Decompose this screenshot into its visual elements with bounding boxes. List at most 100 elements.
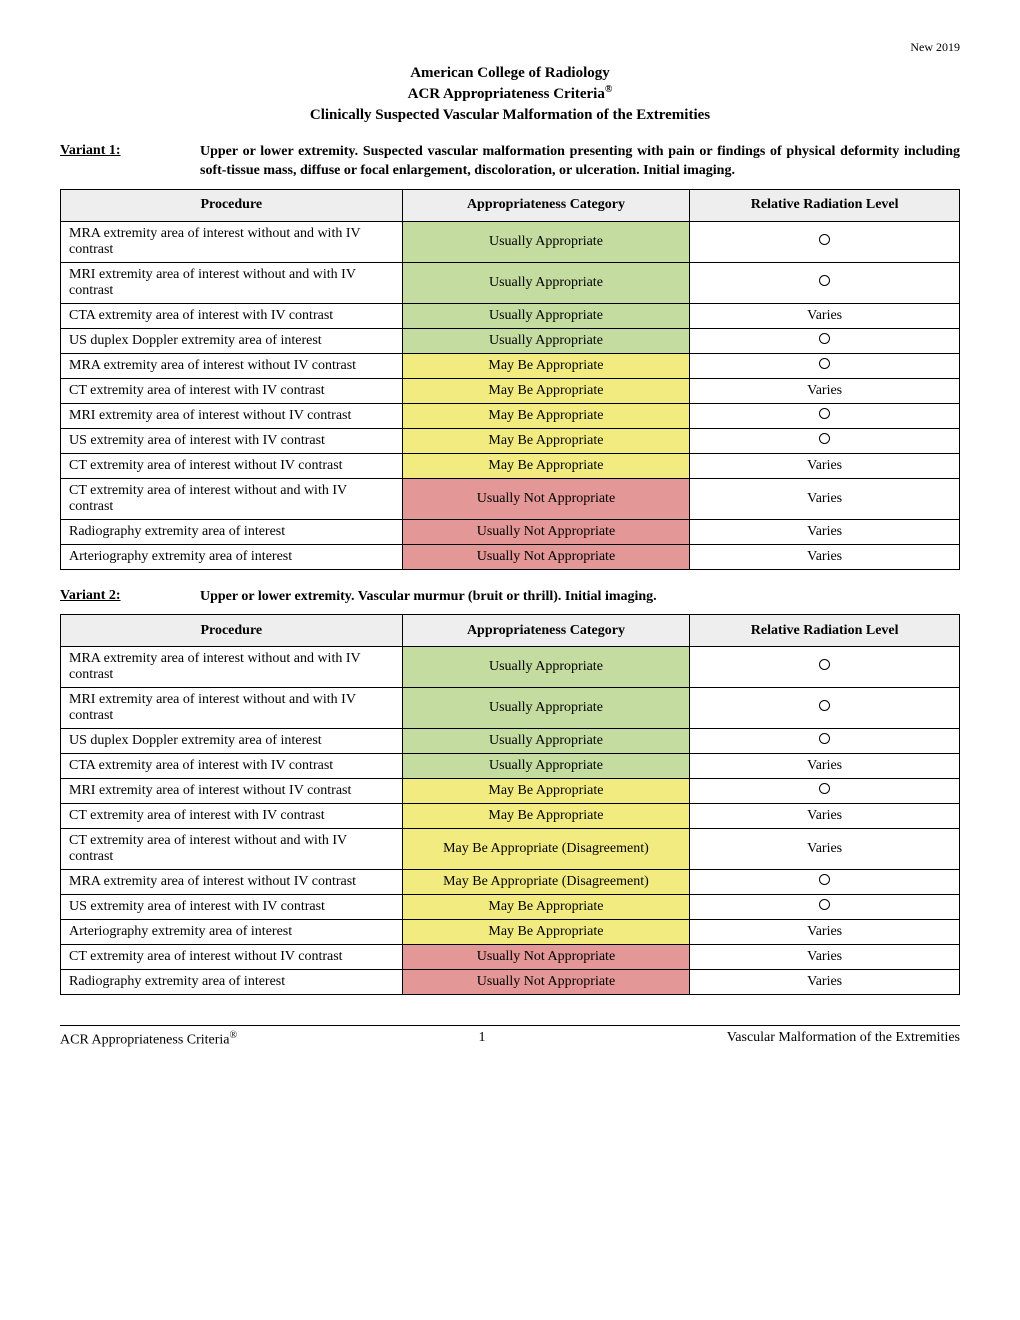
category-cell: May Be Appropriate xyxy=(402,895,690,920)
radiation-cell xyxy=(690,328,960,353)
radiation-cell xyxy=(690,262,960,303)
procedure-cell: CT extremity area of interest without an… xyxy=(61,829,403,870)
footer-right: Vascular Malformation of the Extremities xyxy=(727,1030,960,1049)
radiation-circle-icon xyxy=(819,433,830,444)
procedure-cell: Arteriography extremity area of interest xyxy=(61,544,403,569)
procedure-cell: US extremity area of interest with IV co… xyxy=(61,428,403,453)
category-cell: May Be Appropriate xyxy=(402,378,690,403)
procedure-cell: MRI extremity area of interest without I… xyxy=(61,779,403,804)
radiation-cell: Varies xyxy=(690,829,960,870)
category-cell: Usually Not Appropriate xyxy=(402,945,690,970)
procedure-cell: MRA extremity area of interest without a… xyxy=(61,647,403,688)
procedure-cell: CTA extremity area of interest with IV c… xyxy=(61,754,403,779)
category-cell: May Be Appropriate xyxy=(402,779,690,804)
radiation-cell xyxy=(690,688,960,729)
procedure-cell: MRI extremity area of interest without a… xyxy=(61,262,403,303)
category-cell: May Be Appropriate xyxy=(402,453,690,478)
procedure-cell: CT extremity area of interest with IV co… xyxy=(61,378,403,403)
footer-left-sup: ® xyxy=(230,1030,238,1041)
radiation-cell: Varies xyxy=(690,970,960,995)
radiation-cell: Varies xyxy=(690,804,960,829)
radiation-cell: Varies xyxy=(690,303,960,328)
table-row: CTA extremity area of interest with IV c… xyxy=(61,754,960,779)
table-row: MRI extremity area of interest without I… xyxy=(61,779,960,804)
table-row: CT extremity area of interest with IV co… xyxy=(61,378,960,403)
category-cell: May Be Appropriate xyxy=(402,804,690,829)
procedure-cell: CT extremity area of interest with IV co… xyxy=(61,804,403,829)
category-cell: Usually Appropriate xyxy=(402,647,690,688)
table-row: MRA extremity area of interest without a… xyxy=(61,647,960,688)
radiation-circle-icon xyxy=(819,234,830,245)
procedure-cell: MRA extremity area of interest without I… xyxy=(61,870,403,895)
variant-block: Variant 2:Upper or lower extremity. Vasc… xyxy=(60,588,960,996)
category-cell: May Be Appropriate xyxy=(402,428,690,453)
radiation-cell: Varies xyxy=(690,945,960,970)
header-line2-sup: ® xyxy=(605,84,612,95)
radiation-cell xyxy=(690,779,960,804)
radiation-cell xyxy=(690,729,960,754)
table-row: US extremity area of interest with IV co… xyxy=(61,895,960,920)
procedure-cell: US extremity area of interest with IV co… xyxy=(61,895,403,920)
table-row: Radiography extremity area of interestUs… xyxy=(61,519,960,544)
radiation-circle-icon xyxy=(819,333,830,344)
procedure-cell: MRA extremity area of interest without a… xyxy=(61,221,403,262)
category-cell: Usually Appropriate xyxy=(402,328,690,353)
page-footer: ACR Appropriateness Criteria® 1 Vascular… xyxy=(60,1030,960,1049)
radiation-cell xyxy=(690,895,960,920)
criteria-table: ProcedureAppropriateness CategoryRelativ… xyxy=(60,189,960,570)
footer-rule xyxy=(60,1025,960,1026)
radiation-cell: Varies xyxy=(690,519,960,544)
radiation-cell: Varies xyxy=(690,378,960,403)
table-row: MRA extremity area of interest without a… xyxy=(61,221,960,262)
procedure-cell: US duplex Doppler extremity area of inte… xyxy=(61,729,403,754)
table-row: Radiography extremity area of interestUs… xyxy=(61,970,960,995)
category-cell: Usually Appropriate xyxy=(402,262,690,303)
table-row: Arteriography extremity area of interest… xyxy=(61,920,960,945)
table-row: MRI extremity area of interest without I… xyxy=(61,403,960,428)
header-line3: Clinically Suspected Vascular Malformati… xyxy=(60,105,960,125)
category-cell: Usually Not Appropriate xyxy=(402,544,690,569)
table-header-radiation: Relative Radiation Level xyxy=(690,615,960,647)
category-cell: Usually Appropriate xyxy=(402,729,690,754)
radiation-circle-icon xyxy=(819,874,830,885)
radiation-circle-icon xyxy=(819,358,830,369)
table-header-radiation: Relative Radiation Level xyxy=(690,189,960,221)
table-row: MRA extremity area of interest without I… xyxy=(61,353,960,378)
procedure-cell: MRA extremity area of interest without I… xyxy=(61,353,403,378)
table-header-category: Appropriateness Category xyxy=(402,189,690,221)
table-header-procedure: Procedure xyxy=(61,615,403,647)
header-line1: American College of Radiology xyxy=(60,63,960,83)
procedure-cell: CT extremity area of interest without IV… xyxy=(61,945,403,970)
procedure-cell: Radiography extremity area of interest xyxy=(61,519,403,544)
header-line2-pre: ACR Appropriateness Criteria xyxy=(408,86,605,102)
variant-description: Upper or lower extremity. Suspected vasc… xyxy=(200,143,960,181)
category-cell: May Be Appropriate xyxy=(402,353,690,378)
table-row: MRA extremity area of interest without I… xyxy=(61,870,960,895)
procedure-cell: Radiography extremity area of interest xyxy=(61,970,403,995)
table-row: CT extremity area of interest without an… xyxy=(61,478,960,519)
variant-description: Upper or lower extremity. Vascular murmu… xyxy=(200,588,960,607)
table-row: CT extremity area of interest without IV… xyxy=(61,945,960,970)
category-cell: May Be Appropriate (Disagreement) xyxy=(402,870,690,895)
radiation-cell: Varies xyxy=(690,544,960,569)
radiation-cell: Varies xyxy=(690,920,960,945)
footer-left-pre: ACR Appropriateness Criteria xyxy=(60,1033,230,1048)
radiation-circle-icon xyxy=(819,275,830,286)
new-year-tag: New 2019 xyxy=(60,40,960,55)
variant-block: Variant 1:Upper or lower extremity. Susp… xyxy=(60,143,960,570)
radiation-circle-icon xyxy=(819,700,830,711)
radiation-circle-icon xyxy=(819,733,830,744)
procedure-cell: MRI extremity area of interest without I… xyxy=(61,403,403,428)
category-cell: Usually Appropriate xyxy=(402,303,690,328)
procedure-cell: CTA extremity area of interest with IV c… xyxy=(61,303,403,328)
category-cell: May Be Appropriate xyxy=(402,403,690,428)
variant-row: Variant 2:Upper or lower extremity. Vasc… xyxy=(60,588,960,607)
radiation-cell: Varies xyxy=(690,478,960,519)
table-header-procedure: Procedure xyxy=(61,189,403,221)
footer-left: ACR Appropriateness Criteria® xyxy=(60,1030,237,1049)
table-row: US extremity area of interest with IV co… xyxy=(61,428,960,453)
procedure-cell: MRI extremity area of interest without a… xyxy=(61,688,403,729)
radiation-cell: Varies xyxy=(690,453,960,478)
procedure-cell: Arteriography extremity area of interest xyxy=(61,920,403,945)
category-cell: May Be Appropriate xyxy=(402,920,690,945)
